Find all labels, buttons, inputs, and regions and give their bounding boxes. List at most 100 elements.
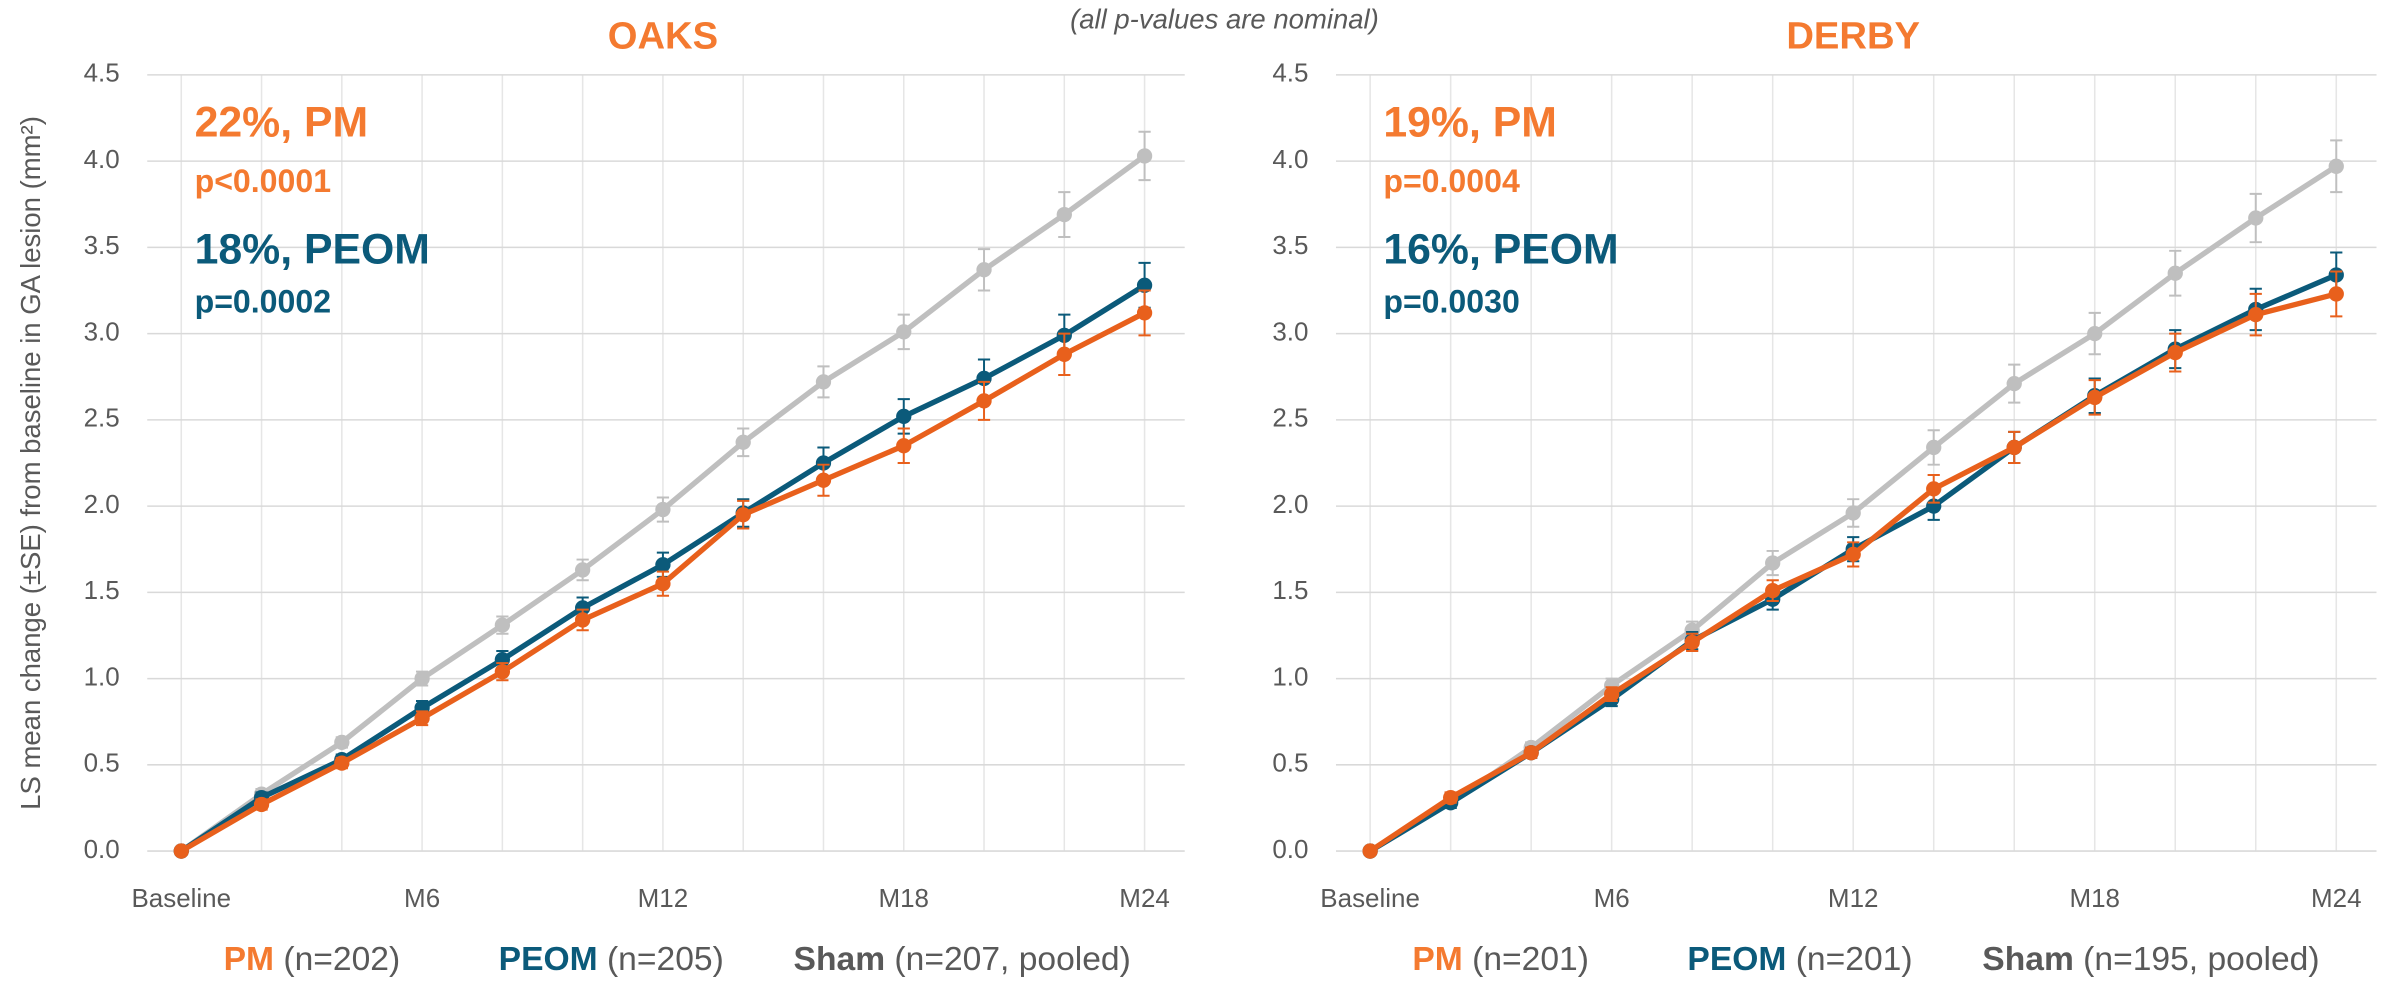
annotation: 19%, PM — [1383, 99, 1557, 147]
point — [2248, 306, 2264, 323]
point — [1056, 346, 1072, 362]
point — [735, 434, 751, 450]
legend-name: PM — [224, 941, 274, 978]
y-tick-label: 0.0 — [84, 834, 120, 864]
x-tick-label: M18 — [2069, 883, 2120, 913]
point — [735, 507, 751, 523]
point — [1523, 745, 1539, 761]
point — [1056, 206, 1072, 223]
y-tick-label: 4.0 — [84, 144, 120, 174]
y-tick-label: 2.5 — [1272, 403, 1308, 433]
legend-note: (n=201) — [1796, 941, 1913, 978]
point — [976, 262, 992, 278]
point — [1136, 148, 1153, 164]
point — [2167, 344, 2183, 361]
point — [2006, 375, 2022, 392]
point — [896, 408, 912, 425]
point — [2087, 389, 2103, 406]
legend-note: (n=202) — [283, 941, 400, 978]
point — [253, 796, 270, 813]
point — [655, 501, 671, 518]
point — [1136, 277, 1153, 293]
point — [2328, 158, 2344, 174]
x-tick-label: M6 — [1594, 883, 1630, 913]
legend-name: PEOM — [1687, 941, 1786, 978]
x-tick-label: M24 — [1119, 883, 1170, 913]
legend-entry: PM (n=201) — [1412, 941, 1589, 978]
legend-note: (n=207, pooled) — [894, 941, 1130, 978]
point — [414, 670, 430, 687]
point — [896, 438, 912, 454]
chart: 0.0 0.5 1.0 1.5 2.0 2.5 3.0 3.5 4.0 4.5 Baseline M6… — [1272, 14, 2377, 978]
y-tick-label: 2.0 — [84, 489, 120, 519]
point — [1926, 481, 1942, 497]
point — [655, 557, 671, 573]
point — [1765, 582, 1781, 599]
point — [896, 324, 912, 340]
y-tick-label: 1.0 — [84, 661, 120, 691]
legend-name: PEOM — [499, 941, 598, 978]
y-tick-label: 4.5 — [1272, 58, 1308, 88]
y-tick-label: 1.5 — [1272, 575, 1308, 605]
point — [575, 612, 591, 628]
point — [2167, 265, 2183, 281]
y-tick-label: 1.0 — [1272, 661, 1308, 691]
point — [494, 617, 511, 633]
point — [815, 455, 832, 471]
point — [1845, 546, 1861, 563]
y-axis-label: LS mean change (±SE) from baseline in GA… — [15, 116, 46, 810]
y-tick-label: 3.5 — [84, 230, 120, 260]
point — [2006, 439, 2022, 456]
point — [2087, 325, 2103, 342]
legend-entry: PEOM (n=205) — [499, 941, 724, 978]
legend-name: Sham — [794, 941, 886, 978]
point — [1136, 305, 1153, 321]
y-tick-label: 3.0 — [84, 316, 120, 346]
y-tick-label: 2.5 — [84, 403, 120, 433]
point — [494, 664, 511, 680]
point — [334, 755, 350, 771]
legend-note: (n=195, pooled) — [2083, 941, 2319, 978]
annotation: 22%, PM — [195, 99, 369, 147]
chart-title: OAKS — [608, 14, 718, 57]
x-tick-label: M18 — [878, 883, 929, 913]
point — [575, 562, 591, 578]
subtitle: (all p-values are nominal) — [1070, 4, 1379, 35]
y-tick-label: 4.0 — [1272, 144, 1308, 174]
legend-entry: PM (n=202) — [224, 941, 401, 978]
y-tick-label: 0.5 — [84, 748, 120, 778]
legend-name: PM — [1412, 941, 1462, 978]
legend-name: Sham — [1982, 941, 2074, 978]
y-tick-label: 3.0 — [1272, 316, 1308, 346]
y-tick-label: 4.5 — [84, 58, 120, 88]
point — [655, 576, 671, 592]
point — [1443, 789, 1459, 806]
point — [1362, 843, 1378, 859]
legend-note: (n=205) — [607, 941, 724, 978]
point — [1604, 686, 1620, 702]
x-tick-label: M6 — [404, 883, 440, 913]
y-tick-label: 3.5 — [1272, 230, 1308, 260]
chart-title: DERBY — [1786, 14, 1920, 57]
y-tick-label: 2.0 — [1272, 489, 1308, 519]
annotation: 18%, PEOM — [195, 225, 430, 273]
point — [1926, 439, 1942, 456]
annotation: p=0.0002 — [195, 284, 331, 320]
annotation: 16%, PEOM — [1383, 225, 1618, 273]
annotation: p=0.0030 — [1383, 284, 1519, 320]
legend-entry: Sham (n=195, pooled) — [1982, 941, 2319, 978]
x-tick-label: M12 — [638, 883, 689, 913]
y-tick-label: 0.0 — [1272, 834, 1308, 864]
point — [414, 710, 430, 726]
annotation: p<0.0001 — [195, 163, 331, 199]
y-tick-label: 1.5 — [84, 575, 120, 605]
legend-entry: Sham (n=207, pooled) — [794, 941, 1131, 978]
legend-entry: PEOM (n=201) — [1687, 941, 1912, 978]
point — [2248, 210, 2264, 226]
point — [1684, 634, 1700, 650]
point — [2328, 286, 2344, 302]
x-tick-label: Baseline — [1320, 883, 1420, 913]
point — [575, 600, 591, 616]
point — [976, 393, 992, 409]
